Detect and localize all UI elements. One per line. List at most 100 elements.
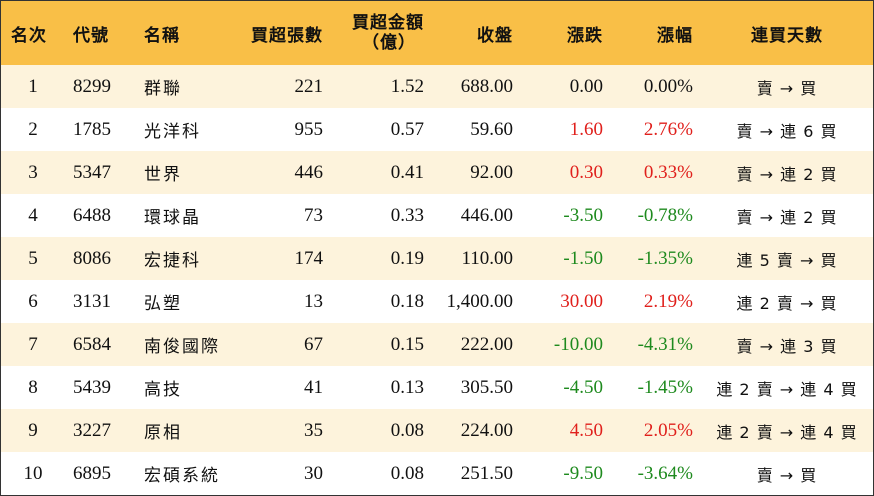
code-cell: 8299 <box>73 75 111 97</box>
header-close: 收盤 <box>477 25 513 46</box>
change-cell: 30.00 <box>560 290 603 312</box>
amount-cell: 0.08 <box>390 462 424 484</box>
table-row: 9 3227 原相 35 0.08 224.00 4.50 2.05% 連 2 賣 → 連 4 … <box>1 409 873 452</box>
code-cell: 8086 <box>73 247 111 269</box>
change-cell: 4.50 <box>569 419 603 441</box>
table-row: 8 5439 高技 41 0.13 305.50 -4.50 -1.45% 連 2 賣 → 連 … <box>1 366 873 409</box>
table-row: 1 8299 群聯 221 1.52 688.00 0.00 0.00% 賣 → 買 <box>1 65 873 108</box>
code-cell: 6488 <box>73 204 111 226</box>
change-cell: -4.50 <box>563 376 603 398</box>
lots-cell: 446 <box>294 161 324 183</box>
streak-cell: 連 2 賣 → 連 4 買 <box>716 379 858 399</box>
header-change: 漲跌 <box>567 25 603 46</box>
code-cell: 1785 <box>73 118 111 140</box>
amount-cell: 0.13 <box>390 376 424 398</box>
close-cell: 688.00 <box>460 75 513 97</box>
amount-cell: 0.18 <box>390 290 424 312</box>
change-pct-cell: -4.31% <box>637 333 693 355</box>
amount-cell: 0.33 <box>390 204 424 226</box>
lots-cell: 221 <box>294 75 324 97</box>
table-row: 3 5347 世界 446 0.41 92.00 0.30 0.33% 賣 → 連 2 買 <box>1 151 873 194</box>
header-net-buy-amount-line2: （億） <box>362 33 416 53</box>
change-cell: 1.60 <box>569 118 603 140</box>
name-cell: 原相 <box>144 423 182 443</box>
amount-cell: 0.41 <box>390 161 424 183</box>
streak-cell: 連 5 賣 → 買 <box>736 250 838 270</box>
amount-cell: 0.08 <box>390 419 424 441</box>
close-cell: 222.00 <box>460 333 513 355</box>
lots-cell: 174 <box>294 247 324 269</box>
header-rank: 名次 <box>11 25 47 46</box>
rank-cell: 10 <box>23 462 43 484</box>
close-cell: 110.00 <box>461 247 513 269</box>
close-cell: 446.00 <box>460 204 513 226</box>
table-row: 10 6895 宏碩系統 30 0.08 251.50 -9.50 -3.64% 賣 → 買 <box>1 452 873 495</box>
header-change-pct: 漲幅 <box>657 25 693 46</box>
name-cell: 宏碩系統 <box>144 466 220 486</box>
code-cell: 6584 <box>73 333 111 355</box>
change-pct-cell: 0.33% <box>643 161 693 183</box>
rank-cell: 4 <box>28 204 38 226</box>
rank-cell: 3 <box>28 161 38 183</box>
code-cell: 3227 <box>73 419 111 441</box>
change-pct-cell: -3.64% <box>637 462 693 484</box>
rank-cell: 2 <box>28 118 38 140</box>
lots-cell: 30 <box>304 462 323 484</box>
streak-cell: 賣 → 連 6 買 <box>736 121 838 141</box>
name-cell: 高技 <box>144 380 182 400</box>
table-row: 4 6488 環球晶 73 0.33 446.00 -3.50 -0.78% 賣 → 連 2 買 <box>1 194 873 237</box>
streak-cell: 連 2 賣 → 連 4 買 <box>716 422 858 442</box>
rank-cell: 7 <box>28 333 38 355</box>
name-cell: 群聯 <box>144 79 182 99</box>
change-pct-cell: -0.78% <box>637 204 693 226</box>
code-cell: 3131 <box>73 290 111 312</box>
header-name: 名稱 <box>144 25 180 46</box>
rank-cell: 1 <box>28 75 38 97</box>
table-row: 7 6584 南俊國際 67 0.15 222.00 -10.00 -4.31% 賣 → 連 3… <box>1 323 873 366</box>
streak-cell: 連 2 賣 → 買 <box>736 293 838 313</box>
streak-cell: 賣 → 買 <box>756 78 818 98</box>
lots-cell: 13 <box>304 290 323 312</box>
streak-cell: 賣 → 連 2 買 <box>736 207 838 227</box>
table-row: 2 1785 光洋科 955 0.57 59.60 1.60 2.76% 賣 → 連 6 買 <box>1 108 873 151</box>
lots-cell: 955 <box>294 118 324 140</box>
change-cell: -3.50 <box>563 204 603 226</box>
name-cell: 光洋科 <box>144 122 201 142</box>
change-pct-cell: -1.45% <box>637 376 693 398</box>
change-cell: -9.50 <box>563 462 603 484</box>
close-cell: 1,400.00 <box>446 290 514 312</box>
amount-cell: 0.15 <box>390 333 424 355</box>
rank-cell: 8 <box>28 376 38 398</box>
rank-cell: 9 <box>28 419 38 441</box>
name-cell: 南俊國際 <box>144 337 220 357</box>
close-cell: 305.50 <box>460 376 513 398</box>
close-cell: 92.00 <box>470 161 513 183</box>
name-cell: 宏捷科 <box>144 251 201 271</box>
close-cell: 251.50 <box>460 462 513 484</box>
lots-cell: 73 <box>304 204 323 226</box>
change-pct-cell: -1.35% <box>637 247 693 269</box>
code-cell: 6895 <box>73 462 111 484</box>
amount-cell: 0.57 <box>390 118 424 140</box>
change-pct-cell: 2.76% <box>643 118 693 140</box>
change-pct-cell: 2.19% <box>643 290 693 312</box>
name-cell: 弘塑 <box>144 294 182 314</box>
close-cell: 59.60 <box>470 118 513 140</box>
lots-cell: 41 <box>304 376 323 398</box>
amount-cell: 0.19 <box>390 247 424 269</box>
header-net-buy-lots: 買超張數 <box>251 25 323 46</box>
table-header: 名次 代號 名稱 買超張數 買超金額 （億） 收盤 漲跌 漲幅 連買天數 <box>1 1 873 65</box>
table-row: 5 8086 宏捷科 174 0.19 110.00 -1.50 -1.35% 連 5 賣 → … <box>1 237 873 280</box>
rank-cell: 6 <box>28 290 38 312</box>
header-net-buy-amount-line1: 買超金額 <box>352 13 424 33</box>
table-row: 6 3131 弘塑 13 0.18 1,400.00 30.00 2.19% 連 2 賣 → 買 <box>1 280 873 323</box>
lots-cell: 35 <box>304 419 323 441</box>
change-cell: 0.00 <box>569 75 603 97</box>
close-cell: 224.00 <box>460 419 513 441</box>
change-cell: -10.00 <box>553 333 603 355</box>
streak-cell: 賣 → 連 2 買 <box>736 164 838 184</box>
rank-cell: 5 <box>28 247 38 269</box>
change-pct-cell: 2.05% <box>643 419 693 441</box>
code-cell: 5439 <box>73 376 111 398</box>
